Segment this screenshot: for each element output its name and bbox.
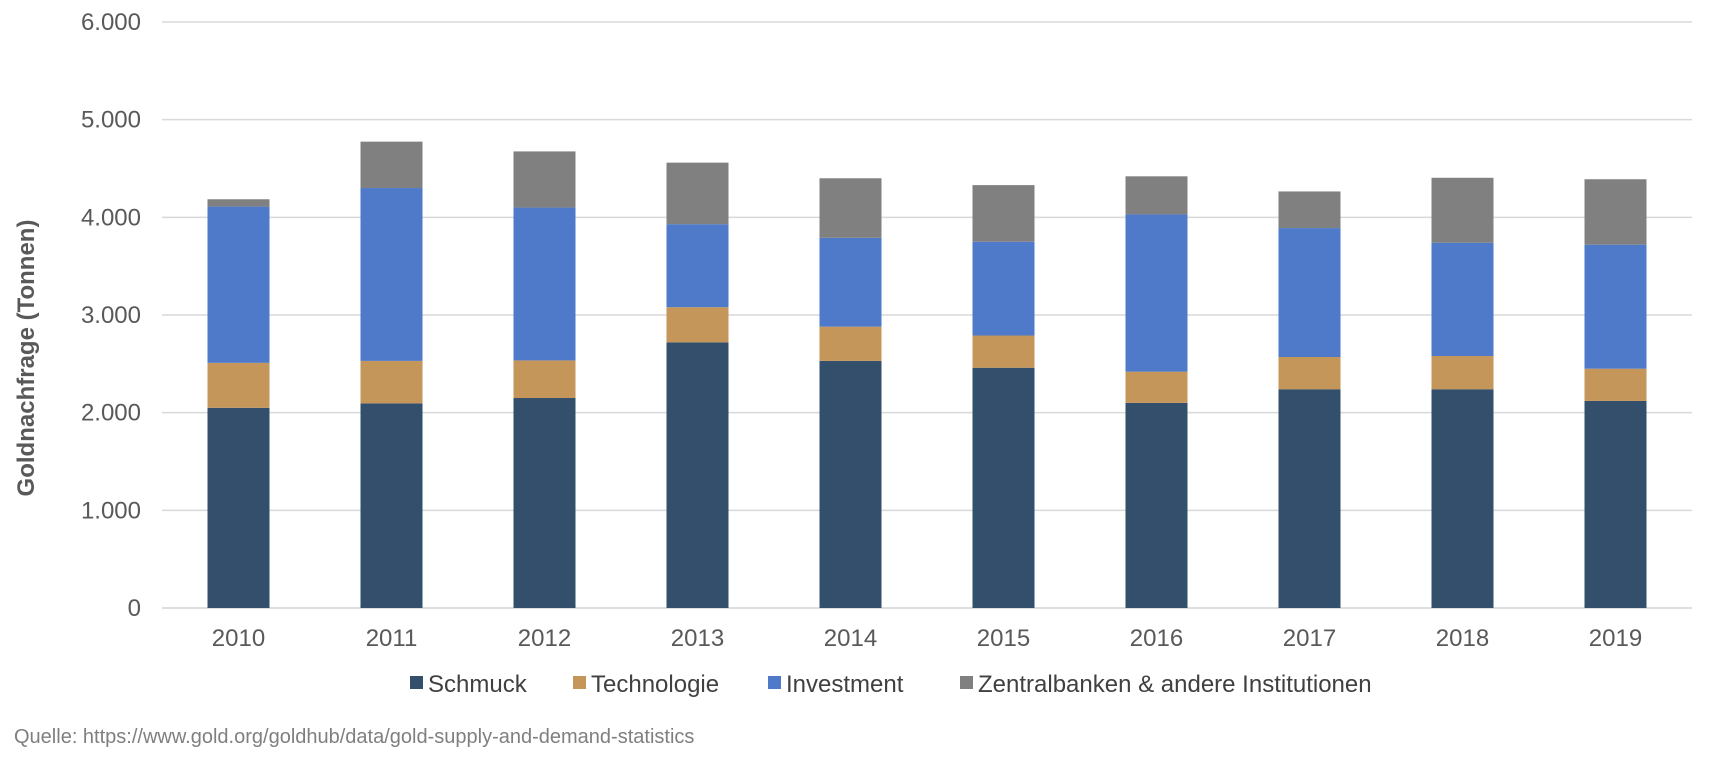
x-tick-label: 2015 (977, 625, 1030, 652)
source-note: Quelle: https://www.gold.org/goldhub/dat… (14, 726, 695, 748)
legend-swatch (573, 676, 586, 689)
legend-label: Zentralbanken & andere Institutionen (978, 671, 1372, 698)
bar-segment-technologie-2017 (1278, 356, 1341, 390)
bar-segment-schmuck-2014 (819, 360, 882, 608)
bar-segment-schmuck-2017 (1278, 389, 1341, 608)
bar-segment-investment-2018 (1431, 242, 1494, 357)
bar-segment-zentralbanken-andere-institutionen-2014 (819, 178, 882, 238)
bar-segment-technologie-2014 (819, 326, 882, 361)
bar-segment-schmuck-2010 (207, 407, 270, 608)
y-tick-label: 6.000 (81, 9, 141, 36)
y-tick-label: 2.000 (81, 400, 141, 427)
y-axis-label: Goldnachfrage (Tonnen) (13, 220, 40, 497)
legend-label: Technologie (591, 671, 719, 698)
bar-segment-schmuck-2018 (1431, 389, 1494, 608)
y-tick-label: 5.000 (81, 107, 141, 134)
y-tick-label: 4.000 (81, 204, 141, 231)
bar-segment-technologie-2016 (1125, 371, 1188, 403)
bar-segment-investment-2019 (1584, 244, 1647, 369)
x-tick-label: 2018 (1436, 625, 1489, 652)
bar-segment-technologie-2018 (1431, 356, 1494, 390)
legend-label: Schmuck (428, 671, 528, 698)
x-tick-label: 2016 (1130, 625, 1183, 652)
bar-segment-investment-2011 (360, 188, 423, 361)
bar-segment-investment-2017 (1278, 228, 1341, 357)
bar-segment-investment-2016 (1125, 214, 1188, 372)
legend-swatch (960, 676, 973, 689)
bar-segment-schmuck-2016 (1125, 402, 1188, 608)
y-tick-label: 1.000 (81, 497, 141, 524)
x-tick-label: 2011 (366, 625, 418, 652)
x-axis-ticks: 2010 2011 2012 2013 2014 2015 2016 2017 2018 2019 (212, 625, 1642, 652)
bar-segment-investment-2014 (819, 237, 882, 327)
x-tick-label: 2017 (1283, 625, 1336, 652)
bar-segment-zentralbanken-andere-institutionen-2010 (207, 199, 270, 207)
bar-segment-schmuck-2015 (972, 367, 1035, 608)
bar-segment-technologie-2019 (1584, 368, 1647, 401)
bar-segment-zentralbanken-andere-institutionen-2018 (1431, 177, 1494, 243)
bar-segment-technologie-2011 (360, 360, 423, 404)
bar-segment-investment-2012 (513, 207, 576, 361)
y-axis-ticks: 0 1.000 2.000 3.000 4.000 5.000 6.000 (81, 9, 141, 622)
legend: Schmuck Technologie Investment Zentralbanke… (410, 671, 1372, 698)
bar-segment-zentralbanken-andere-institutionen-2017 (1278, 191, 1341, 229)
bar-segment-technologie-2015 (972, 335, 1035, 368)
y-tick-label: 0 (128, 595, 141, 622)
bar-segment-technologie-2012 (513, 360, 576, 399)
bar-segment-schmuck-2019 (1584, 400, 1647, 608)
bar-segment-zentralbanken-andere-institutionen-2019 (1584, 179, 1647, 245)
legend-swatch (410, 676, 423, 689)
bar-segment-zentralbanken-andere-institutionen-2015 (972, 185, 1035, 242)
bar-segment-zentralbanken-andere-institutionen-2013 (666, 162, 729, 225)
y-tick-label: 3.000 (81, 302, 141, 329)
x-tick-label: 2019 (1589, 625, 1642, 652)
bar-segment-schmuck-2012 (513, 398, 576, 608)
bar-segment-investment-2010 (207, 206, 270, 363)
bar-segment-technologie-2010 (207, 362, 270, 408)
bar-segment-technologie-2013 (666, 307, 729, 343)
x-tick-label: 2010 (212, 625, 265, 652)
bar-segment-investment-2013 (666, 224, 729, 308)
bar-segment-investment-2015 (972, 241, 1035, 336)
bar-segment-schmuck-2011 (360, 403, 423, 608)
bars (207, 141, 1647, 608)
bar-segment-zentralbanken-andere-institutionen-2011 (360, 141, 423, 189)
bar-segment-zentralbanken-andere-institutionen-2012 (513, 151, 576, 208)
legend-label: Investment (786, 671, 904, 698)
bar-segment-schmuck-2013 (666, 342, 729, 608)
x-tick-label: 2014 (824, 625, 877, 652)
bar-segment-zentralbanken-andere-institutionen-2016 (1125, 176, 1188, 215)
x-tick-label: 2012 (518, 625, 571, 652)
x-tick-label: 2013 (671, 625, 724, 652)
legend-swatch (768, 676, 781, 689)
